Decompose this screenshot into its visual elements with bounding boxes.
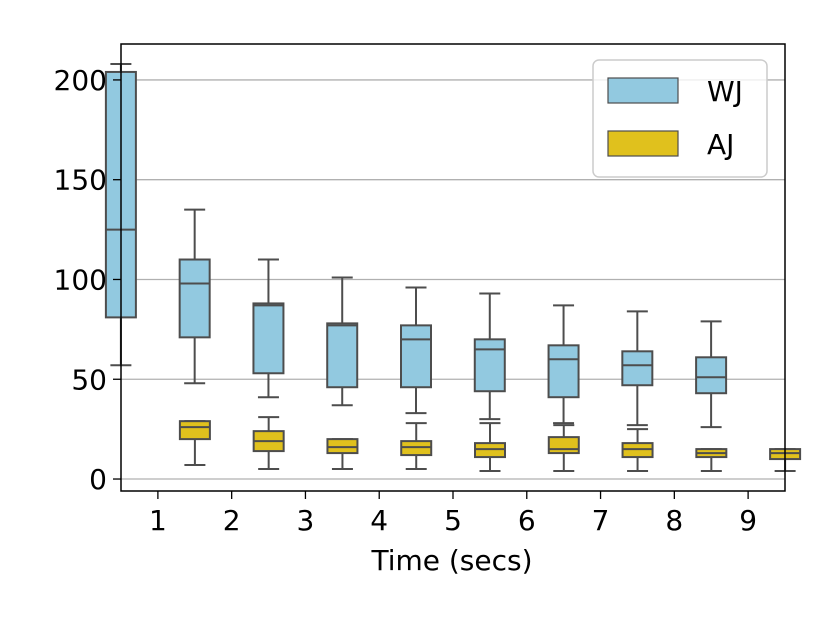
box-wj-6 (473, 292, 506, 421)
iqr-box-wj-5 (400, 324, 432, 389)
iqr-box-wj-8 (621, 350, 654, 387)
iqr-box-wj-2 (178, 258, 211, 339)
iqr-box-aj-6 (547, 436, 580, 455)
box-aj-7 (621, 428, 654, 473)
legend-swatch-wj (607, 77, 679, 104)
y-tick-label-150: 150 (54, 164, 107, 197)
iqr-box-aj-1 (178, 420, 211, 441)
x-tick-label-1: 1 (149, 504, 167, 537)
box-wj-5 (400, 286, 432, 415)
iqr-box-wj-3 (252, 302, 285, 375)
x-tick-label-4: 4 (370, 504, 388, 537)
x-tick-label-6: 6 (518, 504, 536, 537)
x-tick-label-8: 8 (665, 504, 683, 537)
box-aj-2 (252, 416, 285, 471)
box-aj-4 (400, 422, 433, 471)
box-wj-2 (178, 208, 211, 385)
y-tick-label-50: 50 (71, 363, 107, 396)
iqr-box-wj-7 (547, 344, 580, 399)
box-aj-8 (695, 448, 728, 473)
box-wj-3 (252, 258, 285, 399)
box-wj-8 (621, 310, 654, 427)
legend: WJ AJ (592, 59, 768, 178)
box-aj-3 (326, 438, 359, 471)
box-aj-5 (474, 422, 506, 473)
iqr-box-wj-9 (695, 356, 728, 395)
iqr-box-wj-6 (473, 338, 506, 393)
x-axis-title: Time (secs) (370, 544, 532, 577)
box-aj-6 (547, 424, 580, 473)
legend-label-aj: AJ (707, 128, 734, 161)
box-wj-7 (547, 304, 580, 425)
iqr-box-wj-4 (326, 322, 359, 389)
x-tick-label-3: 3 (297, 504, 315, 537)
y-tick-label-0: 0 (89, 463, 107, 496)
box-wj-9 (695, 320, 728, 429)
x-tick-label-2: 2 (223, 504, 241, 537)
axes: 0 50 100 150 200 1 2 3 4 5 6 7 8 9 (54, 43, 786, 537)
legend-swatch-aj (607, 130, 679, 157)
box-aj-1 (178, 420, 211, 467)
legend-label-wj: WJ (707, 75, 743, 108)
x-tick-label-9: 9 (739, 504, 757, 537)
y-tick-label-200: 200 (54, 64, 107, 97)
grid-lines (121, 79, 785, 480)
x-tick-label-7: 7 (592, 504, 610, 537)
x-tick-label-5: 5 (444, 504, 462, 537)
y-tick-label-100: 100 (54, 263, 107, 296)
box-wj-4 (326, 276, 359, 407)
